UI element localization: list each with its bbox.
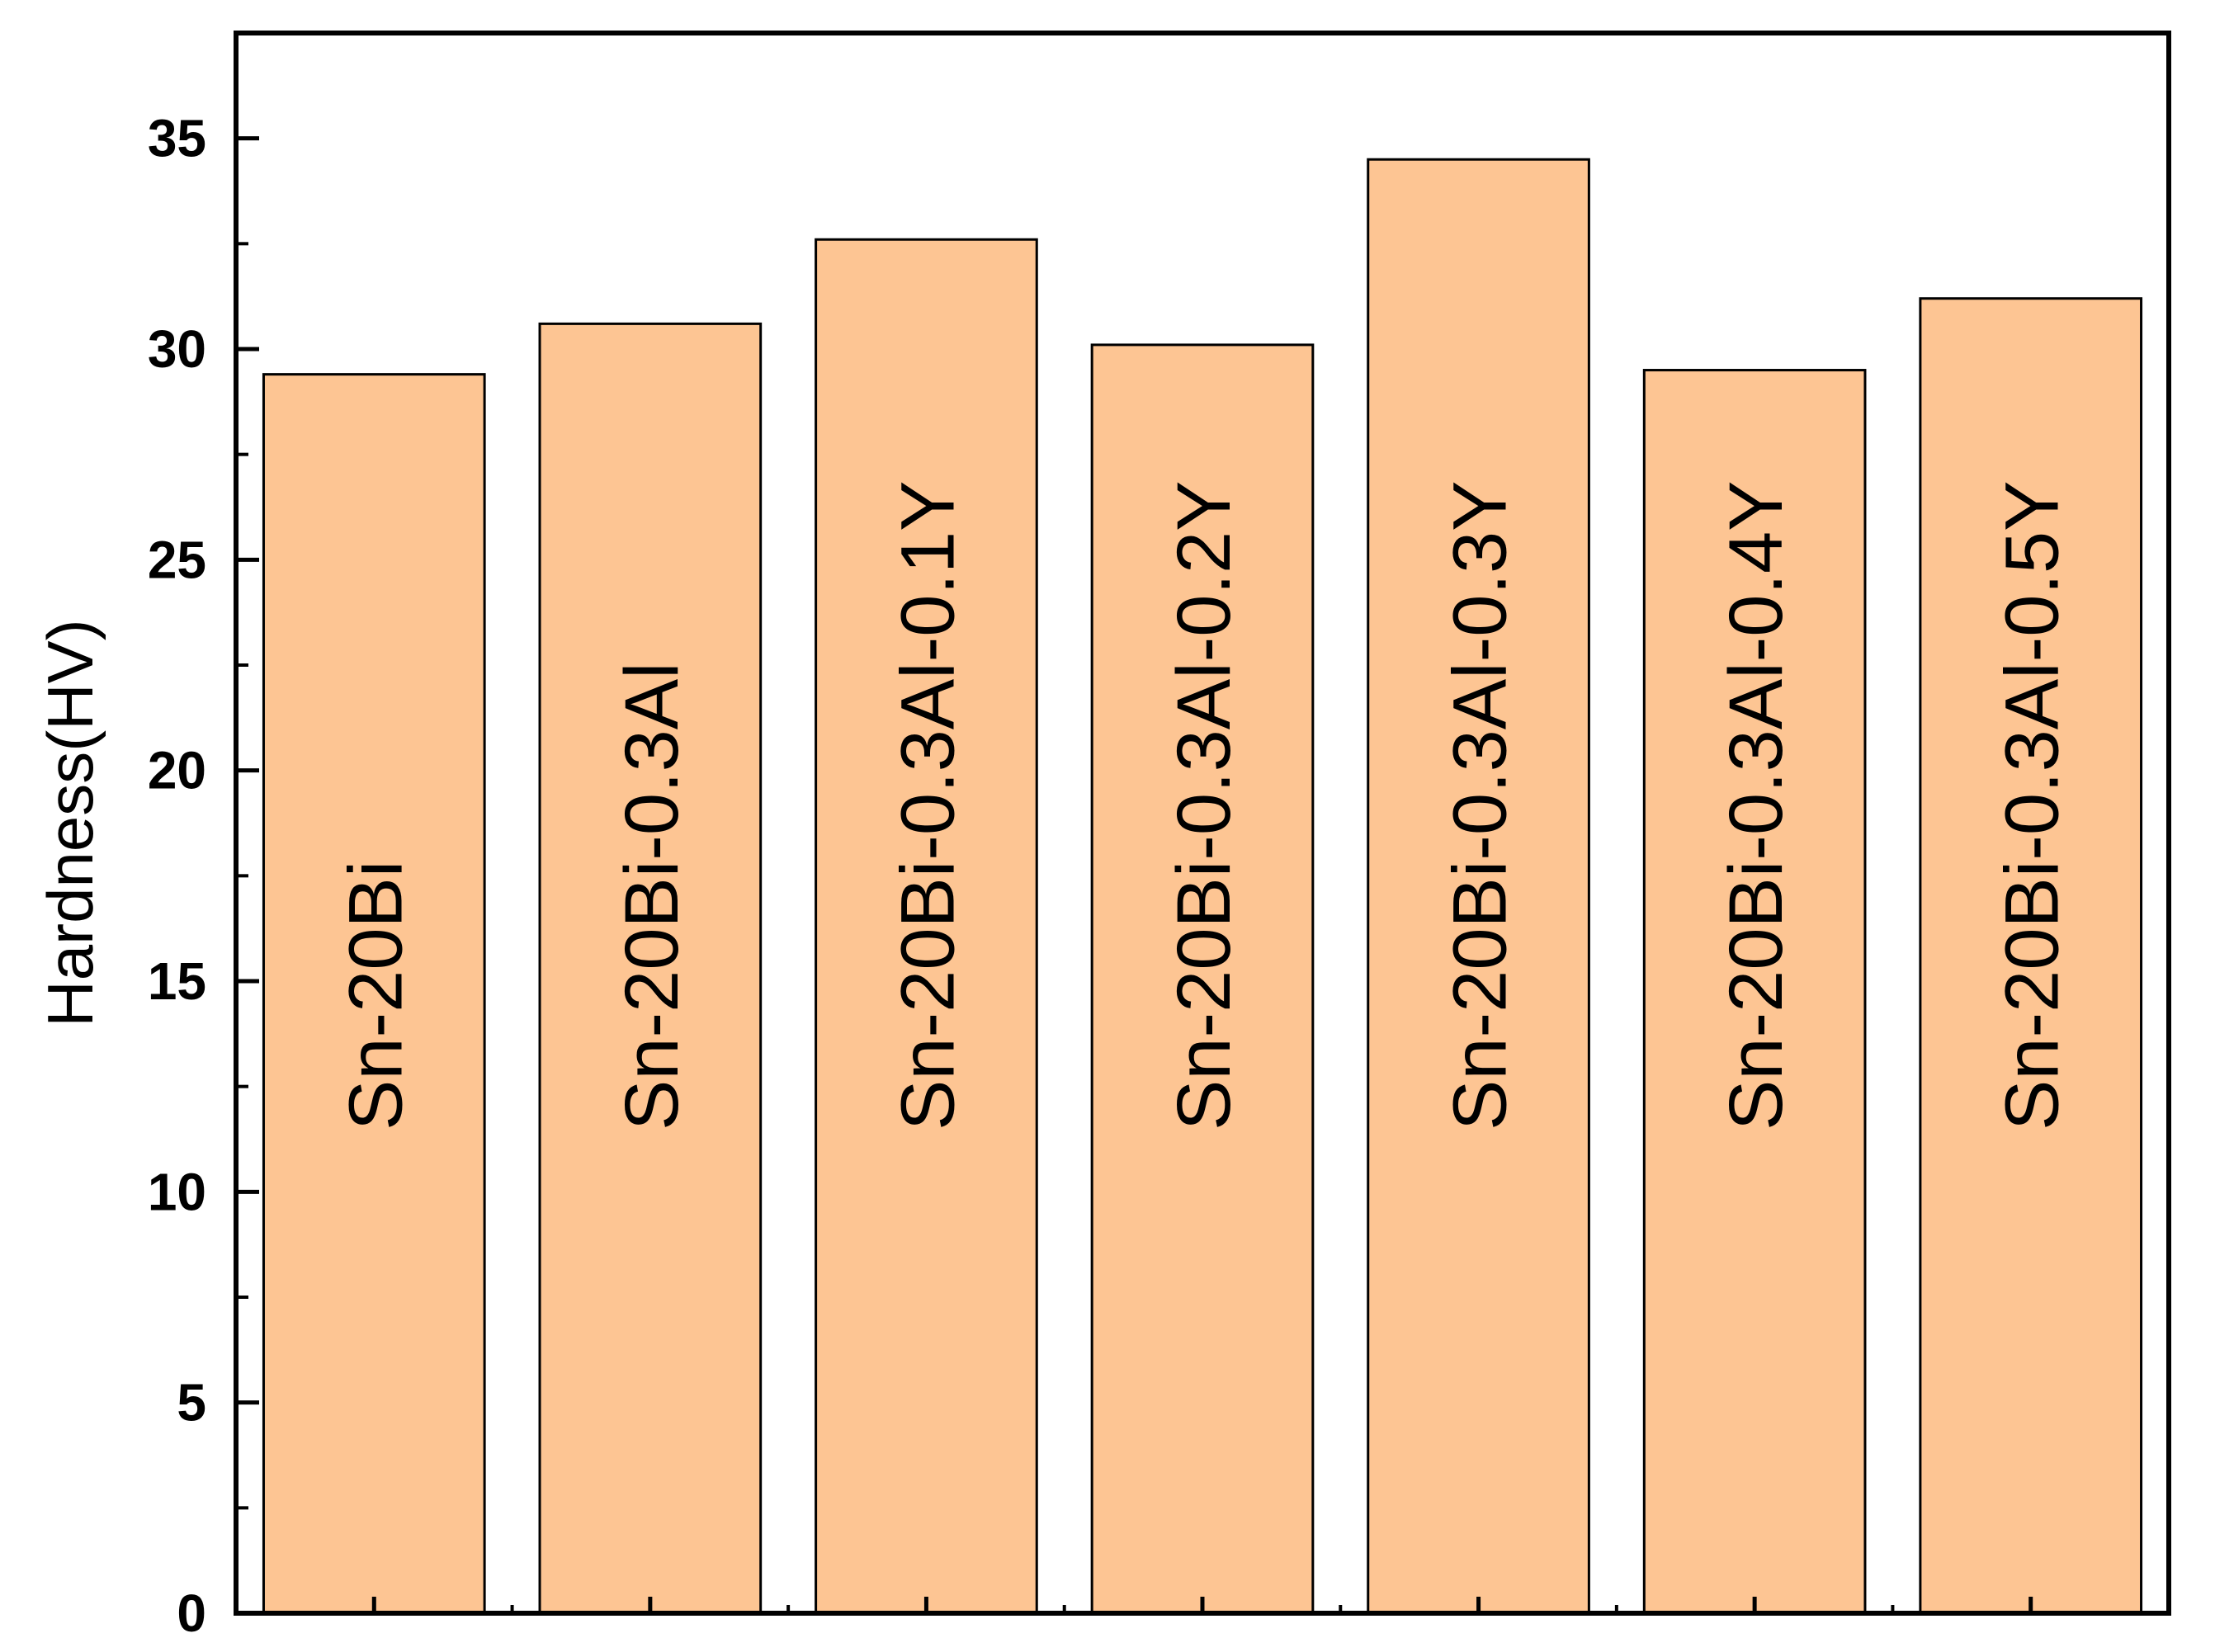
bar-6 xyxy=(1642,369,1867,1615)
y-tick-label-0: 0 xyxy=(177,1584,206,1643)
y-tick-label-25: 25 xyxy=(148,530,206,589)
bar-7 xyxy=(1919,297,2143,1615)
bar-label-4: Sn-20Bi-0.3Al-0.2Y xyxy=(1162,480,1246,1130)
y-tick-label-5: 5 xyxy=(177,1373,206,1433)
y-tick-label-35: 35 xyxy=(148,109,206,168)
bar-label-1: Sn-20Bi xyxy=(333,861,418,1130)
bar-4 xyxy=(1090,343,1315,1615)
y-tick-label-10: 10 xyxy=(148,1162,206,1221)
bar-1 xyxy=(262,373,486,1615)
y-axis-title: Hardness(HV) xyxy=(34,619,106,1027)
y-ticks: 0 5 10 15 20 25 30 35 xyxy=(148,31,259,1643)
bar-label-6: Sn-20Bi-0.3Al-0.4Y xyxy=(1714,480,1798,1130)
bar-2 xyxy=(538,322,763,1615)
bar-label-3: Sn-20Bi-0.3Al-0.1Y xyxy=(886,480,970,1130)
y-tick-label-20: 20 xyxy=(148,741,206,800)
bar-5 xyxy=(1367,158,1590,1615)
y-tick-label-15: 15 xyxy=(148,951,206,1011)
y-tick-label-30: 30 xyxy=(148,319,206,379)
x-ticks xyxy=(371,1597,2033,1613)
bar-label-7: Sn-20Bi-0.3Al-0.5Y xyxy=(1991,480,2075,1130)
bar-labels: Sn-20Bi Sn-20Bi-0.3Al Sn-20Bi-0.3Al-0.1Y Sn… xyxy=(333,480,2074,1130)
bar-label-5: Sn-20Bi-0.3Al-0.3Y xyxy=(1438,480,1523,1130)
bar-label-2: Sn-20Bi-0.3Al xyxy=(610,662,694,1130)
bars xyxy=(262,158,2143,1615)
bar-3 xyxy=(815,238,1038,1615)
